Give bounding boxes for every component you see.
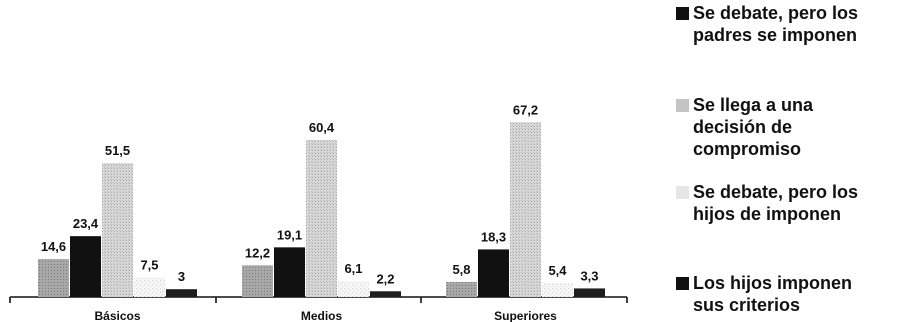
legend-swatch-icon bbox=[676, 99, 689, 112]
legend-label: Se debate, pero los hijos de imponen bbox=[693, 182, 859, 224]
bar-series-2 bbox=[478, 249, 509, 297]
bar-value-label: 51,5 bbox=[105, 143, 130, 158]
legend-label: Se debate, pero los padres se imponen bbox=[693, 3, 859, 45]
bar-value-label: 67,2 bbox=[513, 102, 538, 117]
legend-swatch-icon bbox=[676, 277, 689, 290]
legend: Se debate, pero los padres se imponen Se… bbox=[676, 0, 897, 322]
legend-label: Se llega a una decisión de compromiso bbox=[693, 95, 814, 159]
bar-series-3 bbox=[306, 139, 337, 297]
bar-value-label: 6,1 bbox=[344, 261, 362, 276]
legend-swatch-icon bbox=[676, 186, 689, 199]
bar-series-4 bbox=[134, 277, 165, 297]
category-label: Básicos bbox=[94, 309, 140, 322]
bar-series-4 bbox=[338, 281, 369, 297]
bar-value-label: 7,5 bbox=[140, 258, 158, 273]
bar-value-label: 18,3 bbox=[481, 229, 506, 244]
bar-value-label: 5,4 bbox=[548, 263, 567, 278]
legend-swatch-icon bbox=[676, 7, 689, 20]
bar-series-5 bbox=[370, 291, 401, 297]
bars-layer bbox=[38, 122, 605, 297]
bar-value-label: 60,4 bbox=[309, 120, 335, 135]
bar-value-label: 14,6 bbox=[41, 239, 66, 254]
bar-value-label: 5,8 bbox=[452, 262, 470, 277]
bar-series-5 bbox=[574, 288, 605, 297]
bar-series-2 bbox=[274, 247, 305, 297]
bar-value-label: 3,3 bbox=[580, 268, 598, 283]
labels-layer: 14,6 23,4 51,5 7,5 3 Básicos 12,2 19,1 60,4 6,1 2,… bbox=[41, 102, 599, 322]
legend-item-hijos-imponen-debate: Se debate, pero los hijos de imponen bbox=[676, 181, 858, 225]
bar-value-label: 12,2 bbox=[245, 245, 270, 260]
bar-series-1 bbox=[446, 281, 477, 297]
bar-series-5 bbox=[166, 289, 197, 297]
bar-value-label: 2,2 bbox=[376, 271, 394, 286]
bar-value-label: 3 bbox=[178, 269, 185, 284]
bar-series-2 bbox=[70, 236, 101, 297]
bar-series-4 bbox=[542, 282, 573, 297]
category-label: Superiores bbox=[494, 309, 557, 322]
legend-item-hijos-criterios: Los hijos imponen sus criterios bbox=[676, 272, 852, 316]
bar-value-label: 19,1 bbox=[277, 227, 302, 242]
bar-series-1 bbox=[38, 259, 69, 297]
bar-value-label: 23,4 bbox=[73, 216, 99, 231]
bar-series-1 bbox=[242, 265, 273, 297]
legend-label: Los hijos imponen sus criterios bbox=[693, 273, 853, 315]
legend-item-padres-imponen: Se debate, pero los padres se imponen bbox=[676, 2, 858, 46]
legend-item-compromiso: Se llega a una decisión de compromiso bbox=[676, 94, 813, 160]
category-label: Medios bbox=[301, 309, 343, 322]
bar-series-3 bbox=[102, 163, 133, 297]
axis-layer bbox=[9, 296, 628, 303]
bar-series-3 bbox=[510, 122, 541, 297]
